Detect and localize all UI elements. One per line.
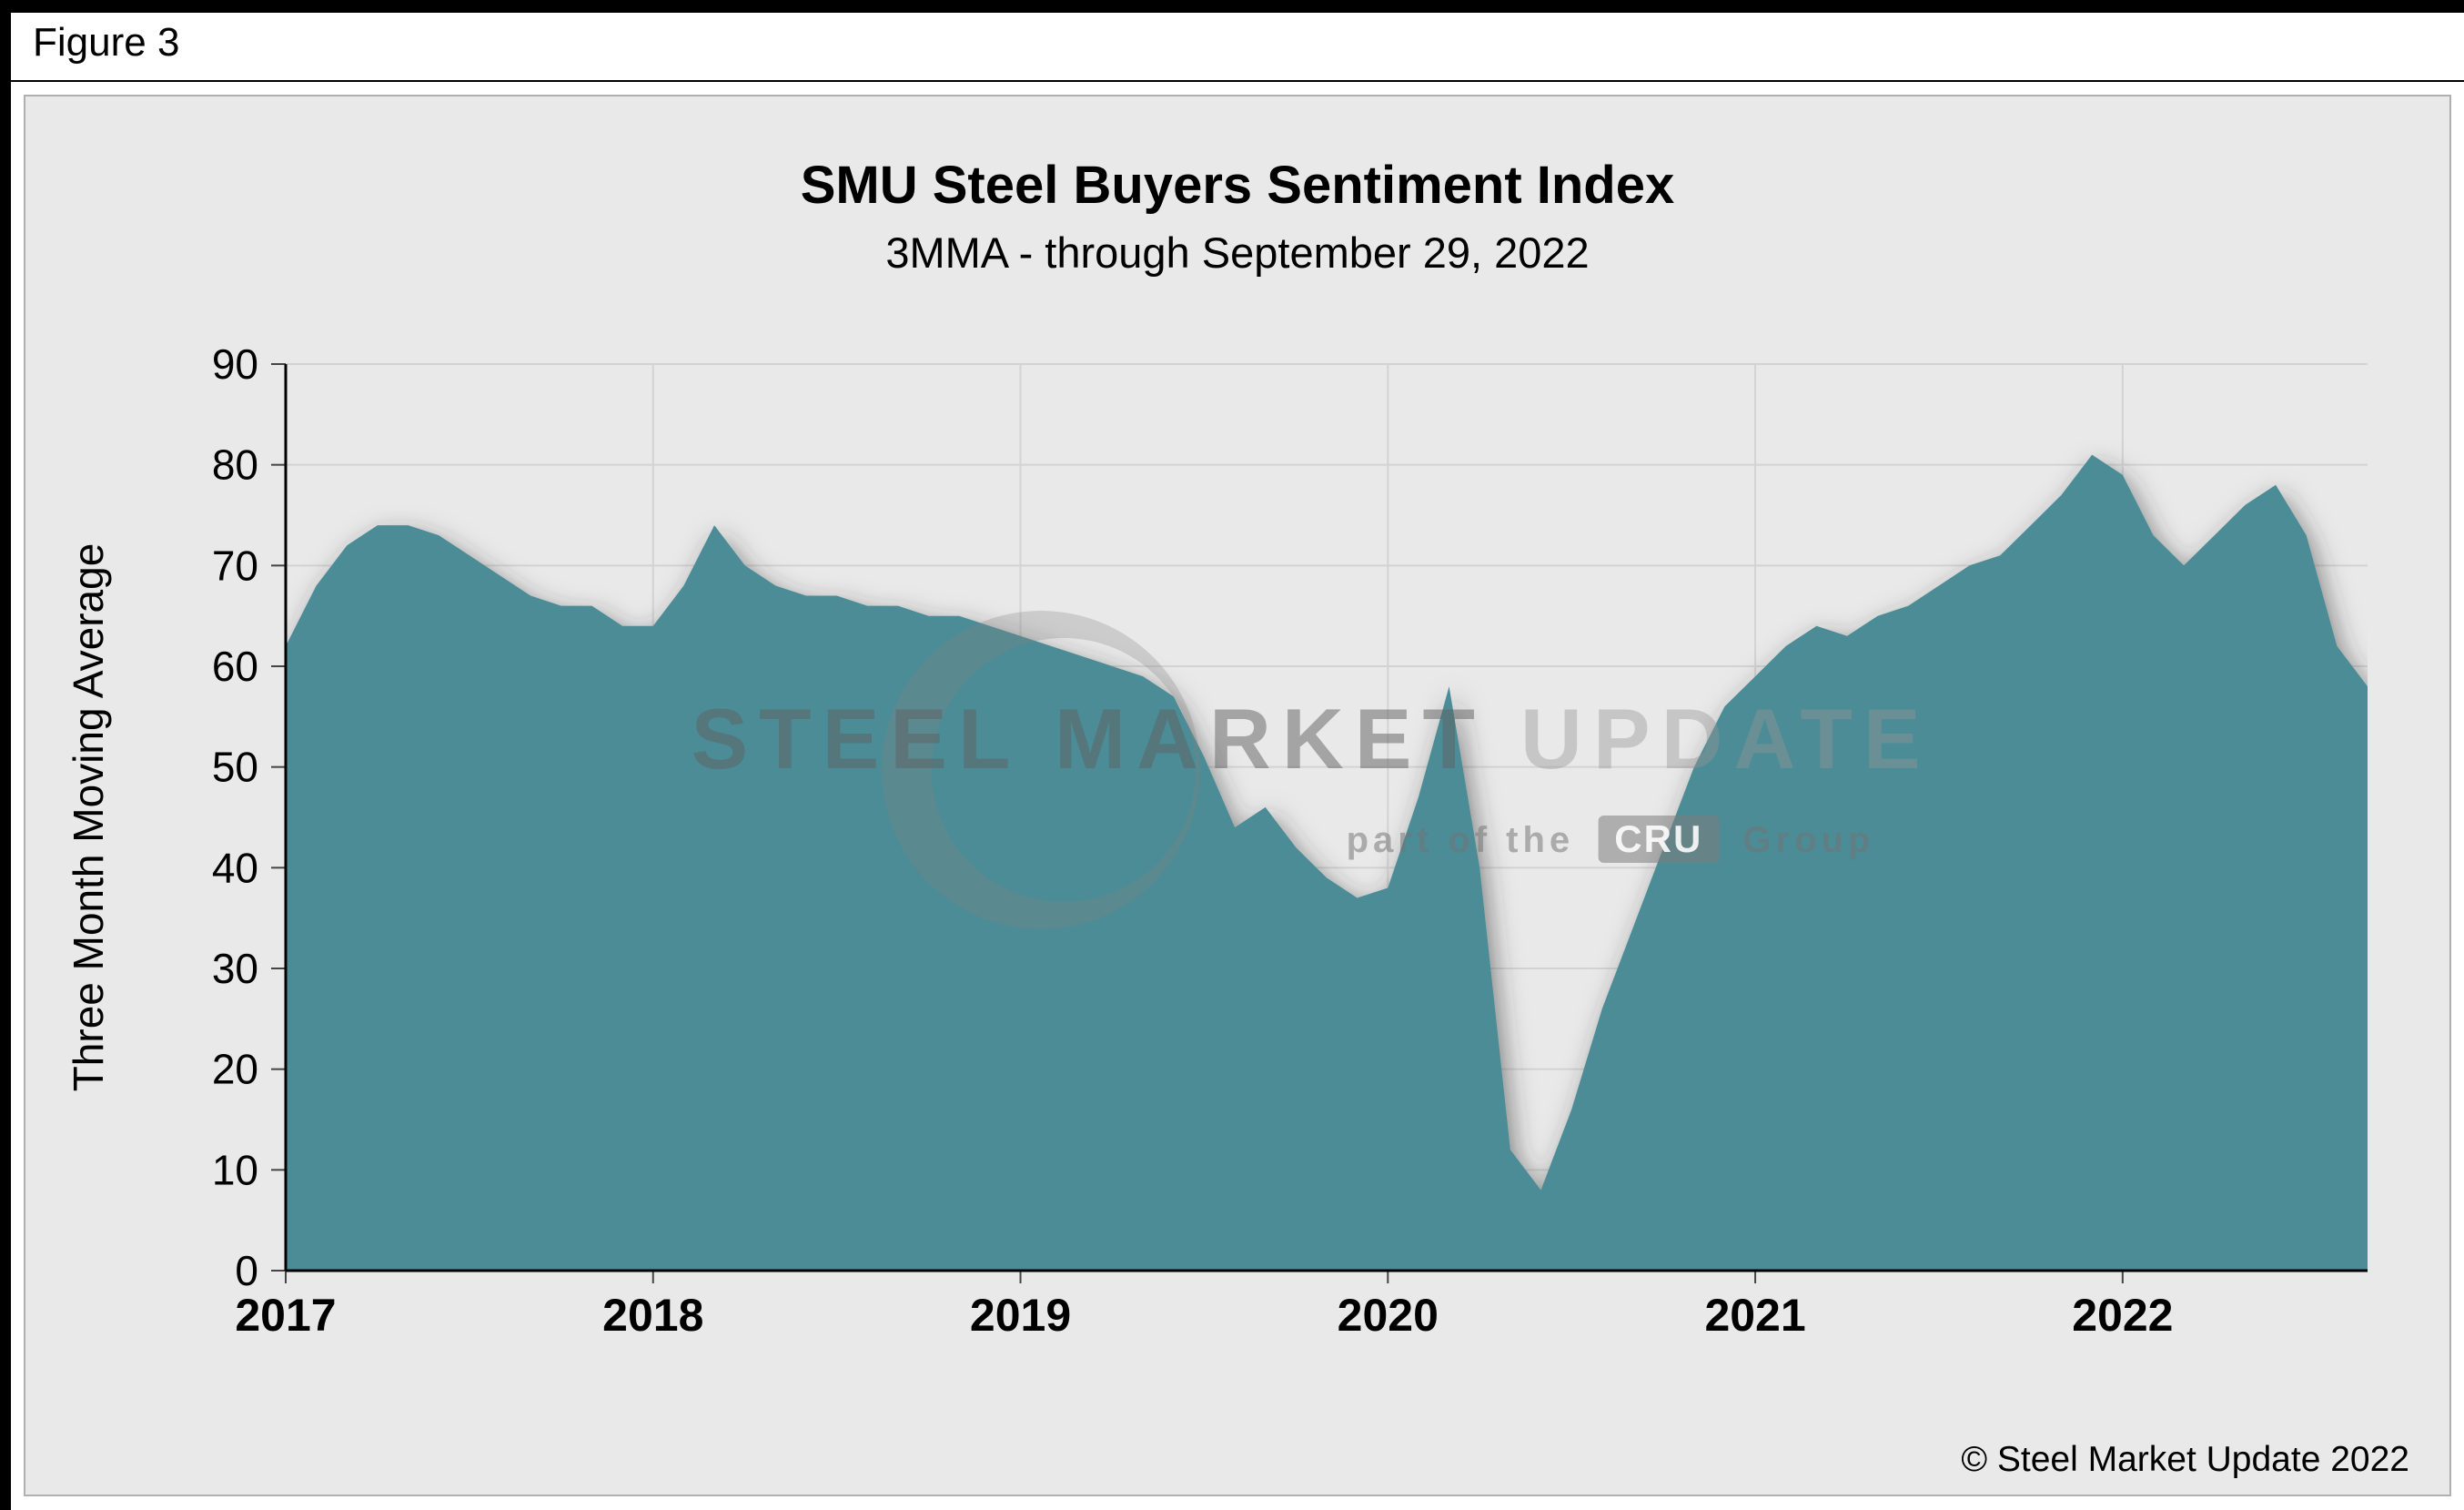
window-top-edge [0, 0, 2464, 13]
header-divider [11, 80, 2464, 82]
y-tick-label: 60 [212, 643, 258, 690]
y-tick-label: 10 [212, 1146, 258, 1193]
sentiment-area-series [286, 454, 2368, 1271]
x-tick-label: 2022 [2072, 1290, 2173, 1341]
chart-subtitle: 3MMA - through September 29, 2022 [885, 228, 1590, 277]
y-axis-title: Three Month Moving Average [65, 542, 112, 1092]
plot-svg: 0 10 20 30 40 50 60 70 80 90 2017 2018 2019 2020 2021 2… [212, 340, 2368, 1341]
x-tick-label: 2021 [1704, 1290, 1805, 1341]
chart-title: SMU Steel Buyers Sentiment Index [800, 156, 1675, 215]
axes [271, 363, 2368, 1283]
axis-labels: 0 10 20 30 40 50 60 70 80 90 2017 2018 2019 2020 2021 2… [212, 340, 2174, 1341]
chart-panel: 0 10 20 30 40 50 60 70 80 90 2017 2018 2019 2020 2021 2… [24, 95, 2451, 1496]
y-tick-label: 70 [212, 542, 258, 589]
x-tick-label: 2018 [602, 1290, 703, 1341]
y-tick-label: 30 [212, 945, 258, 992]
window-left-edge [0, 0, 11, 1510]
y-tick-label: 80 [212, 441, 258, 489]
series-area [286, 454, 2368, 1271]
y-tick-label: 40 [212, 844, 258, 891]
x-tick-label: 2020 [1338, 1290, 1439, 1341]
x-tick-label: 2017 [235, 1290, 336, 1341]
copyright-notice: © Steel Market Update 2022 [1961, 1440, 2409, 1479]
y-tick-label: 50 [212, 744, 258, 791]
y-tick-label: 90 [212, 340, 258, 388]
x-tick-label: 2019 [970, 1290, 1071, 1341]
y-tick-label: 0 [235, 1247, 258, 1294]
figure-label: Figure 3 [33, 20, 180, 65]
y-tick-label: 20 [212, 1046, 258, 1093]
